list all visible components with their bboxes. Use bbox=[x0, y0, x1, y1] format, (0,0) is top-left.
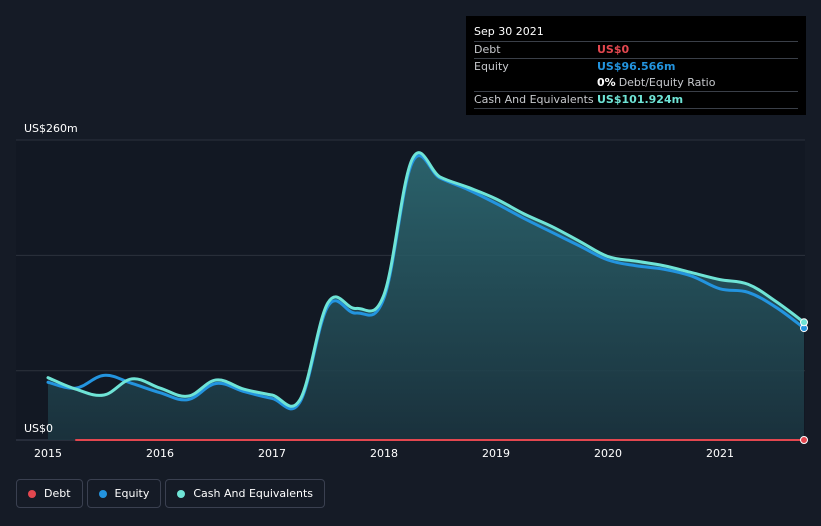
legend-cash-dot-icon bbox=[177, 489, 186, 498]
y-tick-label-max: US$260m bbox=[24, 122, 78, 135]
chart-legend: Debt Equity Cash And Equivalents bbox=[16, 479, 325, 508]
x-tick-label: 2015 bbox=[34, 447, 62, 460]
x-tick-label: 2017 bbox=[258, 447, 286, 460]
x-tick-label: 2016 bbox=[146, 447, 174, 460]
x-tick-label: 2018 bbox=[370, 447, 398, 460]
y-tick-label-min: US$0 bbox=[24, 422, 53, 435]
data-tooltip: Sep 30 2021 Debt US$0 Equity US$96.566m … bbox=[466, 16, 806, 115]
chart-areas bbox=[48, 152, 804, 440]
debt-end-point bbox=[800, 436, 808, 444]
x-tick-label: 2020 bbox=[594, 447, 622, 460]
tooltip-row-equity: Equity US$96.566m bbox=[474, 58, 798, 75]
x-axis-ticks: 2015 2016 2017 2018 2019 2020 2021 bbox=[34, 447, 734, 460]
equity-line bbox=[46, 154, 806, 411]
cash-end-point bbox=[800, 318, 808, 327]
cash-line bbox=[46, 151, 806, 408]
x-tick-label: 2021 bbox=[706, 447, 734, 460]
tooltip-row-ratio: 0% Debt/Equity Ratio bbox=[474, 75, 798, 91]
chart-marks bbox=[800, 318, 808, 444]
tooltip-ratio-value: 0% bbox=[597, 76, 616, 89]
legend-debt-dot-icon bbox=[28, 489, 36, 498]
legend-item-debt[interactable]: Debt bbox=[16, 479, 83, 508]
x-tick-label: 2019 bbox=[482, 447, 510, 460]
tooltip-ratio-label: Debt/Equity Ratio bbox=[618, 76, 716, 89]
legend-cash-label: Cash And Equivalents bbox=[193, 487, 313, 500]
chart-lines bbox=[46, 151, 806, 441]
tooltip-ratio-spacer bbox=[474, 75, 597, 91]
legend-equity-dot-icon bbox=[98, 489, 107, 498]
tooltip-equity-value: US$96.566m bbox=[597, 60, 676, 73]
tooltip-debt-value: US$0 bbox=[597, 43, 630, 56]
legend-equity-label: Equity bbox=[114, 487, 150, 500]
tooltip-cash-label: Cash And Equivalents bbox=[474, 93, 594, 106]
legend-item-equity[interactable]: Equity bbox=[86, 479, 162, 508]
tooltip-row-cash: Cash And Equivalents US$101.924m bbox=[474, 91, 798, 109]
legend-item-cash[interactable]: Cash And Equivalents bbox=[165, 479, 325, 508]
tooltip-date: Sep 30 2021 bbox=[474, 25, 544, 38]
legend-debt-label: Debt bbox=[44, 487, 71, 500]
tooltip-debt-label: Debt bbox=[474, 43, 501, 56]
tooltip-equity-label: Equity bbox=[474, 60, 509, 73]
tooltip-row-debt: Debt US$0 bbox=[474, 41, 798, 58]
cash-area bbox=[48, 152, 804, 440]
tooltip-cash-value: US$101.924m bbox=[597, 93, 684, 106]
